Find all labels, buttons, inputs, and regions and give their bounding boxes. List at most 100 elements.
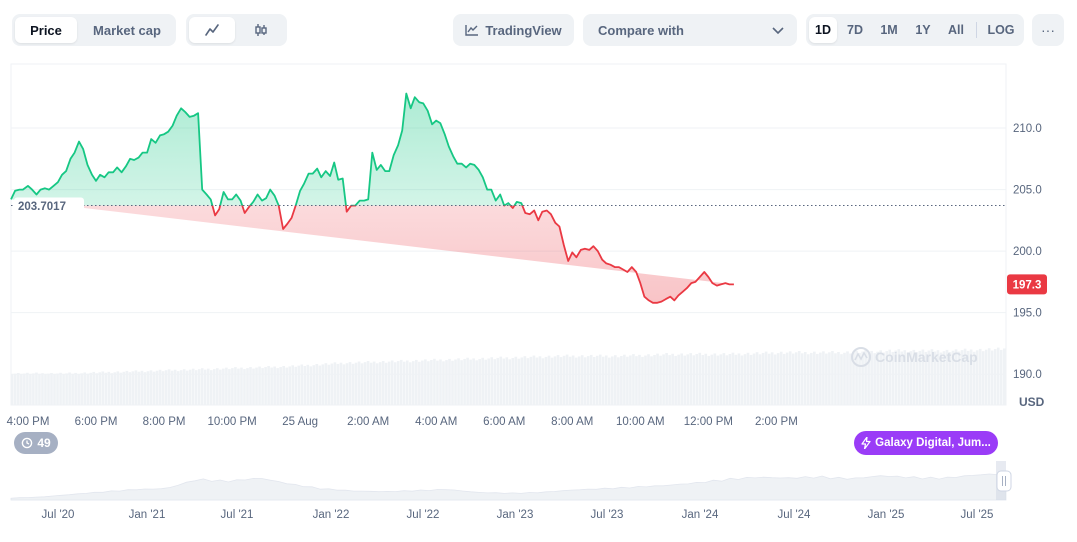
x-tick-label: 25 Aug bbox=[282, 416, 318, 428]
navigator-x-tick-label: Jul '22 bbox=[407, 509, 440, 521]
volume-bar bbox=[20, 374, 23, 405]
volume-bar bbox=[294, 366, 298, 405]
volume-bar bbox=[951, 350, 955, 405]
volume-bar bbox=[47, 373, 50, 405]
volume-bar bbox=[170, 370, 174, 405]
volume-bar bbox=[918, 350, 922, 405]
volume-bar bbox=[191, 368, 195, 405]
volume-bar bbox=[559, 357, 563, 405]
tradingview-button[interactable]: TradingView bbox=[453, 14, 574, 46]
volume-bar bbox=[140, 370, 144, 405]
range-7d[interactable]: 7D bbox=[847, 23, 863, 37]
volume-bar bbox=[785, 352, 789, 405]
candlestick-button[interactable] bbox=[238, 17, 284, 43]
volume-bar bbox=[776, 353, 780, 405]
volume-bar bbox=[930, 349, 934, 405]
volume-bar bbox=[92, 371, 96, 405]
volume-bar bbox=[490, 357, 494, 405]
volume-bar bbox=[966, 350, 970, 405]
volume-bar bbox=[574, 357, 578, 405]
volume-bar bbox=[803, 351, 807, 405]
volume-bar bbox=[614, 355, 617, 405]
volume-bar bbox=[641, 356, 644, 405]
volume-bar bbox=[360, 363, 364, 405]
range-all[interactable]: All bbox=[948, 23, 964, 37]
volume-bar bbox=[134, 370, 138, 405]
tradingview-label: TradingView bbox=[485, 22, 562, 38]
volume-bar bbox=[996, 347, 1000, 405]
volume-bar bbox=[110, 373, 114, 405]
volume-bar bbox=[731, 352, 735, 405]
volume-bar bbox=[813, 351, 816, 405]
events-count-badge[interactable]: 49 bbox=[14, 432, 58, 454]
volume-bar bbox=[810, 352, 813, 405]
more-options-button[interactable]: ··· bbox=[1032, 14, 1064, 46]
volume-bar bbox=[457, 358, 460, 405]
volume-bar bbox=[23, 373, 26, 405]
history-icon bbox=[22, 437, 33, 449]
volume-bar bbox=[556, 355, 560, 405]
volume-bar bbox=[535, 357, 539, 405]
volume-bar bbox=[746, 352, 750, 405]
range-1y[interactable]: 1Y bbox=[915, 23, 931, 37]
volume-bar bbox=[216, 368, 219, 405]
x-tick-label: 2:00 AM bbox=[347, 416, 389, 428]
range-1m[interactable]: 1M bbox=[880, 23, 898, 37]
y-tick-label: 190.0 bbox=[1013, 369, 1042, 381]
volume-bar bbox=[879, 350, 882, 405]
coinmarketcap-logo-icon bbox=[851, 347, 871, 367]
navigator-x-tick-label: Jan '25 bbox=[868, 509, 905, 521]
compare-with-dropdown[interactable]: Compare with bbox=[583, 14, 797, 46]
volume-bar bbox=[514, 356, 518, 405]
volume-bar bbox=[125, 370, 129, 405]
volume-bar bbox=[499, 356, 503, 405]
x-tick-label: 2:00 PM bbox=[755, 416, 798, 428]
volume-bar bbox=[975, 350, 979, 405]
news-event-tag[interactable]: Galaxy Digital, Jum... bbox=[854, 431, 998, 455]
range-navigator[interactable]: Jul '20 Jan '21 Jul '21 Jan '22 Jul '22 Jan '… bbox=[10, 461, 1012, 521]
volume-bar bbox=[837, 351, 840, 405]
volume-bar bbox=[390, 360, 394, 405]
volume-bar bbox=[716, 355, 720, 405]
volume-bar bbox=[26, 372, 29, 405]
volume-bar bbox=[532, 355, 536, 405]
volume-bar bbox=[791, 353, 795, 405]
volume-bar bbox=[312, 365, 316, 405]
tab-market-cap[interactable]: Market cap bbox=[93, 22, 161, 38]
volume-bar bbox=[415, 359, 418, 405]
volume-bar bbox=[933, 351, 937, 405]
volume-bar bbox=[409, 362, 412, 405]
volume-bar bbox=[86, 373, 89, 405]
volume-bar bbox=[173, 369, 177, 405]
navigator-x-tick-label: Jul '20 bbox=[42, 509, 75, 521]
volume-bar bbox=[888, 349, 892, 405]
line-chart-button[interactable] bbox=[189, 17, 235, 43]
range-1d[interactable]: 1D bbox=[809, 17, 837, 43]
volume-bar bbox=[577, 356, 581, 405]
volume-bar bbox=[481, 357, 484, 405]
volume-bar bbox=[234, 367, 237, 405]
tab-price[interactable]: Price bbox=[15, 17, 77, 43]
volume-bar bbox=[659, 355, 662, 405]
volume-bar bbox=[981, 351, 985, 405]
price-line-up bbox=[10, 92, 524, 206]
volume-bar bbox=[508, 359, 512, 405]
volume-bar bbox=[894, 350, 898, 405]
volume-bar bbox=[288, 366, 292, 405]
volume-bar bbox=[544, 356, 548, 405]
volume-bar bbox=[852, 352, 855, 405]
volume-bar bbox=[737, 353, 741, 405]
volume-bar bbox=[565, 354, 569, 405]
watermark-text: CoinMarketCap bbox=[875, 349, 978, 365]
volume-bar bbox=[635, 356, 638, 405]
volume-bar bbox=[399, 359, 403, 405]
volume-bar bbox=[505, 357, 509, 405]
volume-bar bbox=[32, 373, 35, 405]
volume-bar bbox=[213, 369, 216, 405]
navigator-handle[interactable] bbox=[996, 470, 1012, 492]
log-scale-toggle[interactable]: LOG bbox=[987, 23, 1015, 37]
volume-bar bbox=[418, 361, 421, 405]
volume-bar bbox=[50, 372, 53, 405]
volume-bar bbox=[788, 351, 792, 405]
